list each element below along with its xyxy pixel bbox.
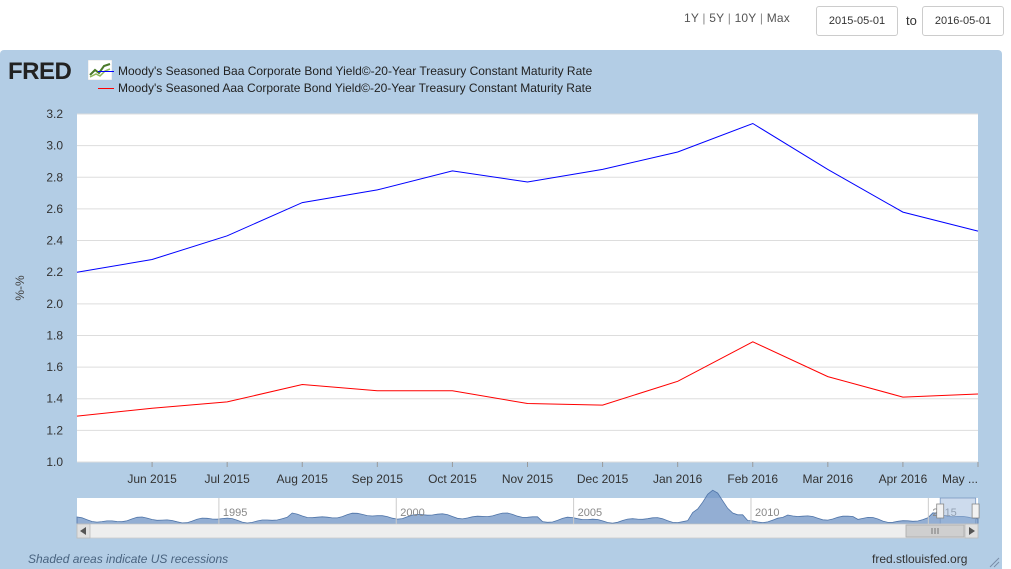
x-tick-label: Aug 2015: [277, 472, 329, 486]
navigator-year-label: 2010: [755, 507, 779, 519]
x-tick-label: May ...: [942, 472, 978, 486]
y-tick-label: 2.6: [46, 202, 63, 216]
legend-swatch-red: [98, 88, 114, 89]
range-separator: |: [727, 11, 735, 25]
y-tick-label: 2.8: [46, 170, 63, 184]
y-axis: 1.0 1.2 1.4 1.6 1.8 2.0 2.2 2.4 2.6 2.8 3.0 3.2: [46, 107, 63, 469]
x-tick-label: Mar 2016: [802, 472, 853, 486]
navigator-handle-right[interactable]: [971, 503, 980, 519]
navigator-year-label: 1995: [223, 507, 247, 519]
legend-swatch-blue: [98, 71, 114, 72]
x-tick-label: Jul 2015: [204, 472, 250, 486]
legend-series-2[interactable]: Moody's Seasoned Aaa Corporate Bond Yiel…: [98, 81, 592, 95]
y-tick-label: 1.8: [46, 328, 63, 342]
navigator-series-area: [76, 489, 979, 525]
range-separator: |: [759, 11, 767, 25]
x-tick-label: Apr 2016: [879, 472, 928, 486]
date-from-input[interactable]: [816, 6, 898, 36]
x-tick-label: Jan 2016: [653, 472, 703, 486]
y-tick-label: 1.0: [46, 455, 63, 469]
resize-grip-icon[interactable]: [988, 556, 1000, 568]
y-tick-label: 3.0: [46, 139, 63, 153]
date-to-input[interactable]: [922, 6, 1004, 36]
x-tick-label: Feb 2016: [727, 472, 778, 486]
x-tick-label: Dec 2015: [577, 472, 629, 486]
x-tick-label: Jun 2015: [127, 472, 177, 486]
x-tick-label: Nov 2015: [502, 472, 554, 486]
y-tick-label: 1.4: [46, 392, 63, 406]
chart-panel: FRED Moody's Seasoned Baa Corporate Bond…: [0, 50, 1002, 569]
y-tick-label: 2.0: [46, 297, 63, 311]
series-line-1: [76, 122, 979, 273]
y-axis-label: %-%: [13, 275, 27, 301]
scrollbar-track[interactable]: [76, 523, 979, 539]
legend-label: Moody's Seasoned Baa Corporate Bond Yiel…: [118, 64, 593, 78]
y-tick-label: 2.4: [46, 234, 63, 248]
y-tick-label: 1.6: [46, 360, 63, 374]
series-line-2: [76, 341, 979, 417]
y-tick-label: 2.2: [46, 265, 63, 279]
navigator-year-label: 2000: [400, 507, 424, 519]
navigator-handle-left[interactable]: [936, 503, 945, 519]
range-buttons: 1Y | 5Y | 10Y | Max: [684, 11, 790, 25]
recession-note: Shaded areas indicate US recessions: [28, 552, 229, 566]
y-tick-label: 3.2: [46, 107, 63, 121]
range-5y-button[interactable]: 5Y: [709, 11, 725, 25]
x-tick-label: Oct 2015: [428, 472, 477, 486]
top-controls: 1Y | 5Y | 10Y | Max to: [0, 0, 1011, 50]
range-10y-button[interactable]: 10Y: [734, 11, 757, 25]
fred-chart-icon: [88, 60, 112, 80]
plot-area: [77, 114, 978, 462]
source-link[interactable]: fred.stlouisfed.org: [872, 552, 968, 566]
to-label: to: [906, 13, 917, 28]
scrollbar-grip-icon: [931, 528, 939, 534]
legend-series-1[interactable]: Moody's Seasoned Baa Corporate Bond Yiel…: [98, 64, 593, 78]
fred-logo: FRED: [8, 58, 72, 85]
navigator-year-label: 2005: [578, 507, 602, 519]
range-max-button[interactable]: Max: [766, 11, 790, 25]
range-1y-button[interactable]: 1Y: [684, 11, 699, 25]
legend-label: Moody's Seasoned Aaa Corporate Bond Yiel…: [118, 81, 592, 95]
chevron-right-icon: [969, 527, 975, 535]
chevron-left-icon: [80, 527, 86, 535]
range-separator: |: [702, 11, 710, 25]
x-tick-label: Sep 2015: [352, 472, 404, 486]
line-chart: 1.0 1.2 1.4 1.6 1.8 2.0 2.2 2.4 2.6 2.8 3.0 3.2 Jun…: [13, 107, 980, 539]
navigator-window[interactable]: [939, 497, 977, 525]
series-lines: [76, 122, 979, 417]
y-tick-label: 1.2: [46, 423, 63, 437]
x-axis: Jun 2015 Jul 2015 Aug 2015 Sep 2015 Oct 2015…: [127, 462, 979, 486]
